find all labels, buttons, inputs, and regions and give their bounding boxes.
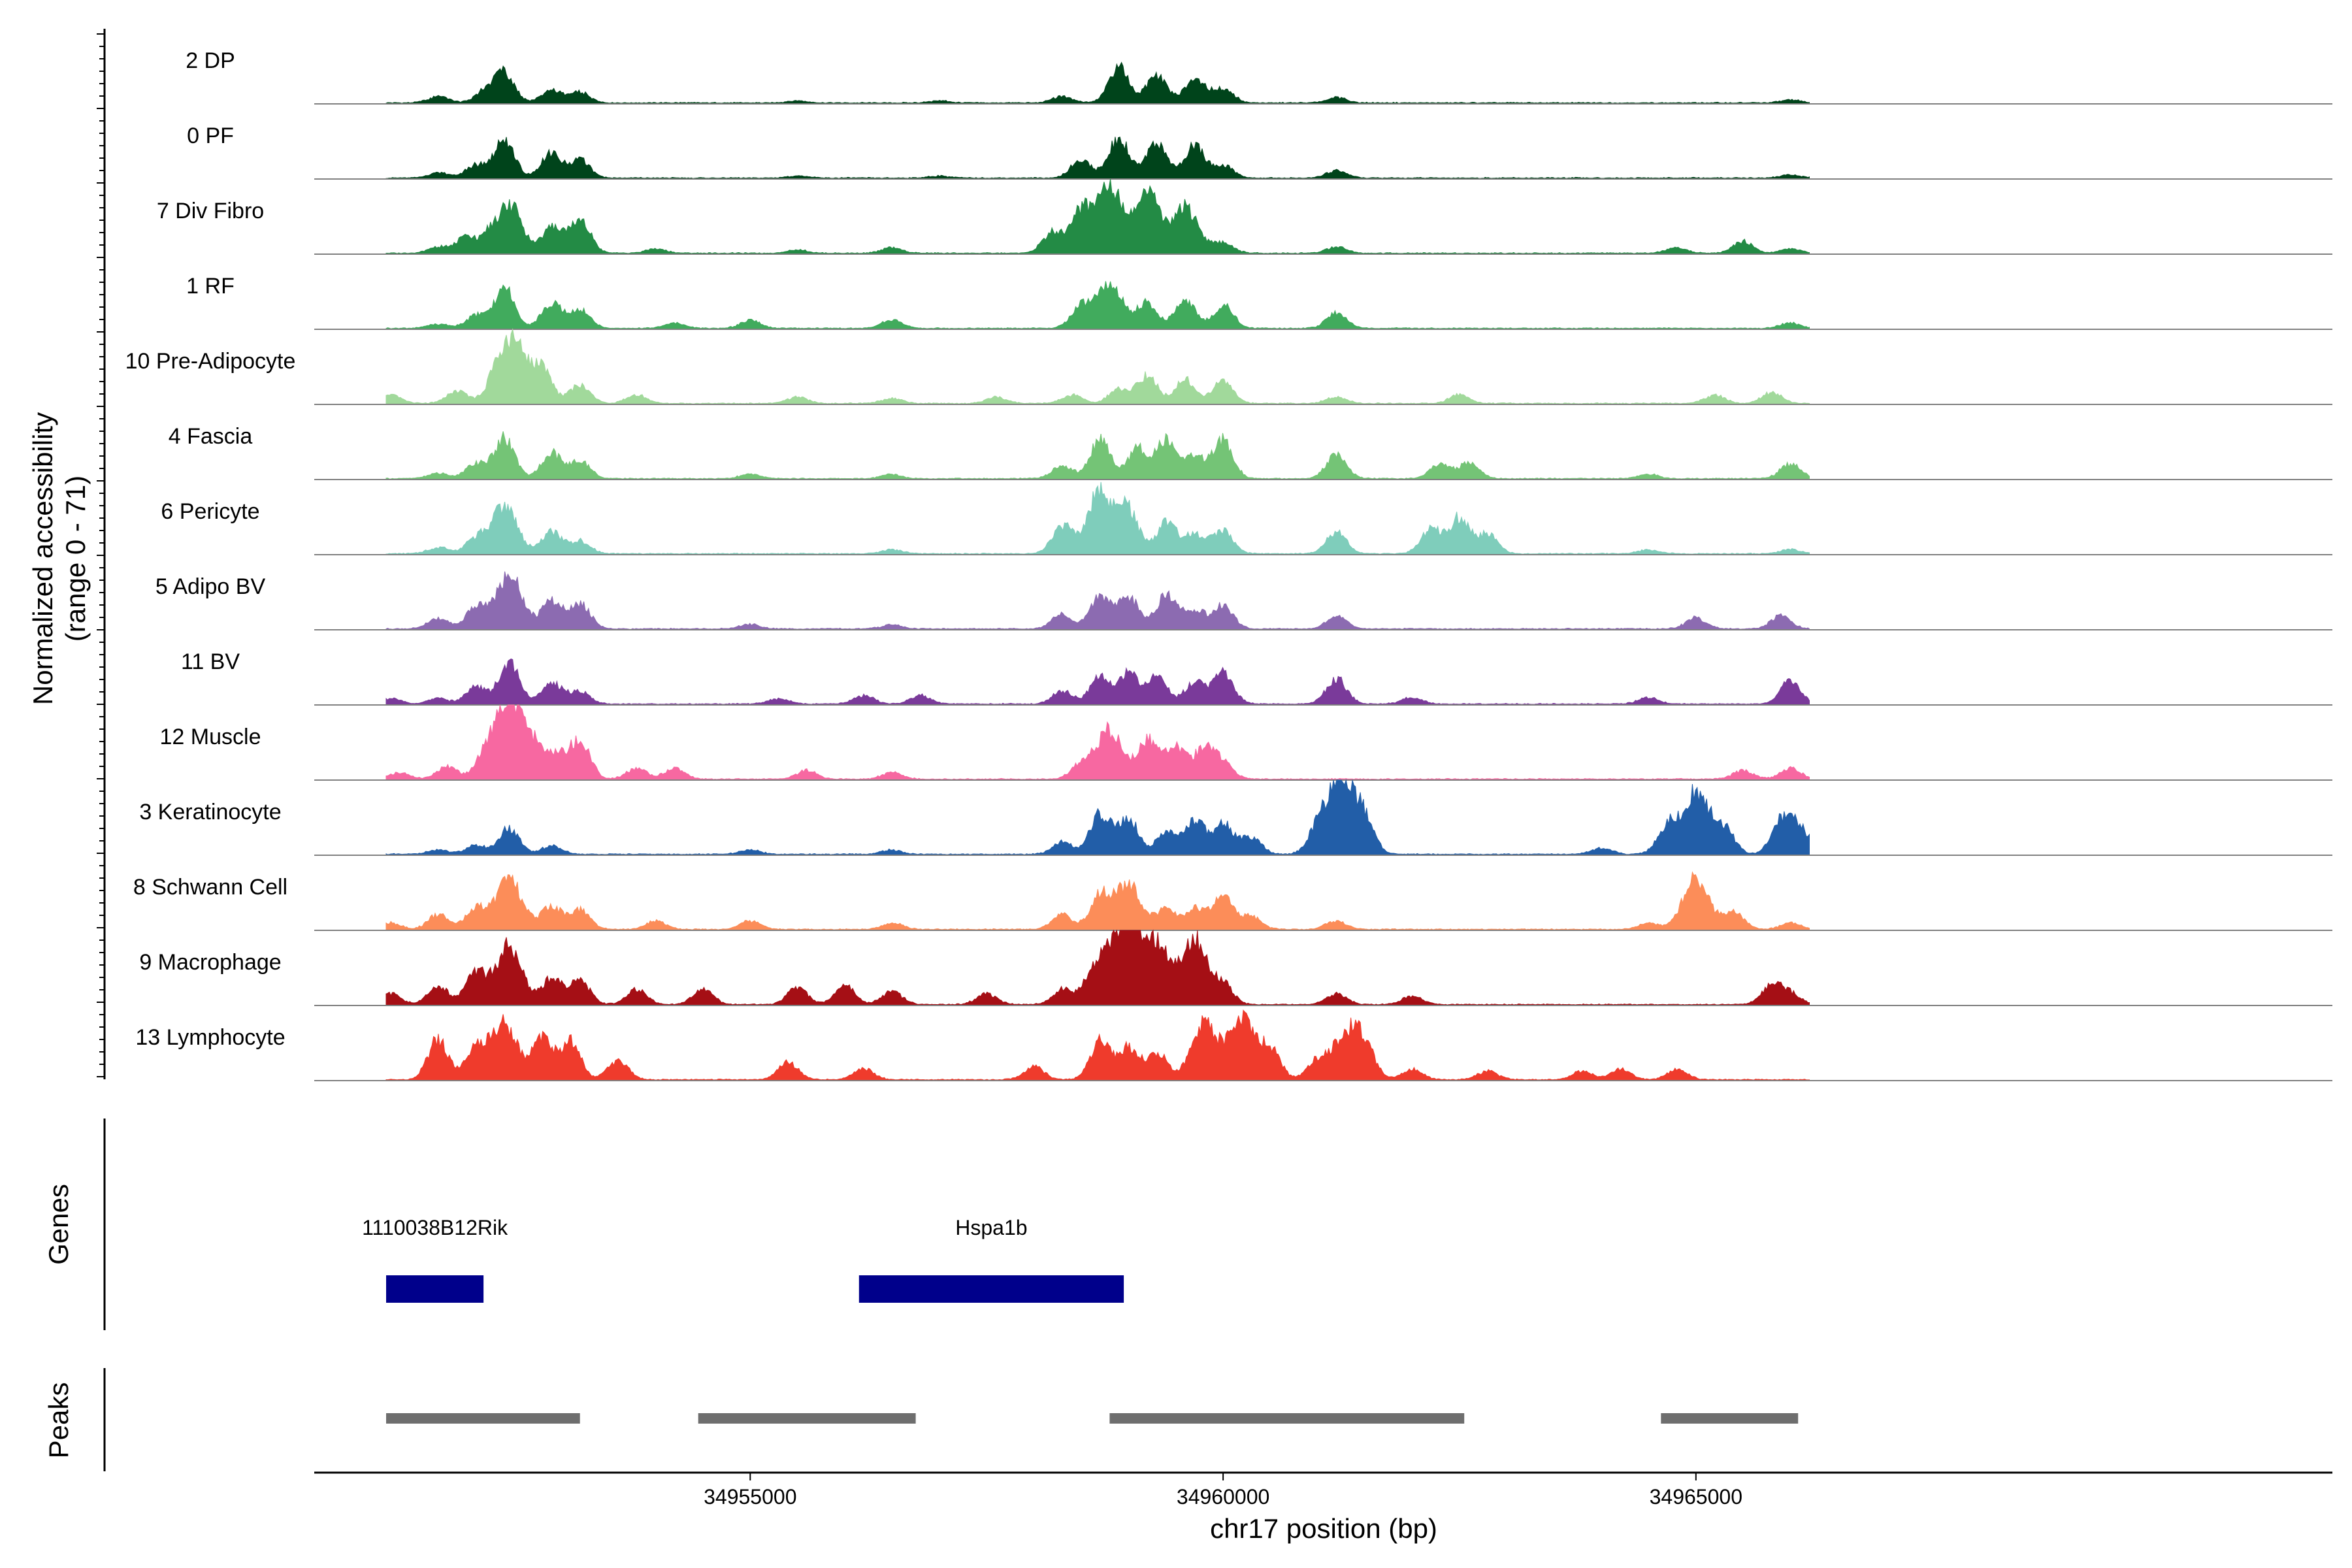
track-6: 4 Fascia (169, 424, 2332, 480)
track-2: 0 PF (187, 123, 2332, 180)
x-axis-ticks: 34955000 34960000 34965000 (704, 1473, 1742, 1509)
track-coverage-area (385, 658, 1810, 706)
track-3: 7 Div Fibro (157, 178, 2332, 255)
track-label: 9 Macrophage (139, 950, 281, 975)
track-label: 13 Lymphocyte (135, 1025, 285, 1050)
genes-track-label: Genes (43, 1184, 74, 1265)
track-label: 1 RF (186, 274, 235, 299)
track-9: 11 BV (181, 649, 2332, 706)
track-14: 13 Lymphocyte (135, 1009, 2332, 1081)
track-label: 0 PF (187, 123, 234, 148)
track-4: 1 RF (186, 274, 2332, 330)
track-13: 9 Macrophage (139, 929, 2332, 1006)
track-label: 5 Adipo BV (155, 574, 266, 599)
track-label: 4 Fascia (169, 424, 253, 449)
peak-region-bar (1109, 1413, 1465, 1424)
track-coverage-area (385, 779, 1810, 856)
track-coverage-area (385, 571, 1810, 630)
gene-body (858, 1275, 1124, 1303)
gene-2: Hspa1b (858, 1216, 1124, 1303)
peak-region-bar (1661, 1413, 1799, 1424)
track-coverage-area (385, 178, 1810, 255)
track-label: 8 Schwann Cell (133, 875, 287, 900)
track-label: 2 DP (186, 48, 235, 73)
peak-region-bar (386, 1413, 580, 1424)
y-axis-title-line2: (range 0 - 71) (60, 476, 91, 642)
gene-annotations: 1110038B12Rik Hspa1b (362, 1216, 1124, 1303)
track-label: 7 Div Fibro (157, 199, 264, 223)
track-7: 6 Pericyte (161, 482, 2332, 555)
peak-region-bar (698, 1413, 916, 1424)
track-coverage-area (385, 61, 1810, 105)
track-10: 12 Muscle (160, 704, 2332, 781)
track-label: 3 Keratinocyte (139, 800, 281, 825)
track-label: 11 BV (181, 649, 240, 674)
y-axis-title-line1: Normalized accessibility (27, 412, 58, 705)
track-coverage-area (385, 482, 1810, 555)
track-coverage-area (385, 137, 1810, 180)
track-8: 5 Adipo BV (155, 571, 2332, 630)
gene-1: 1110038B12Rik (362, 1216, 508, 1303)
track-coverage-area (385, 871, 1810, 931)
track-1: 2 DP (186, 48, 2332, 105)
track-coverage-area (385, 929, 1810, 1006)
track-coverage-area (385, 328, 1810, 405)
track-11: 3 Keratinocyte (139, 779, 2332, 856)
x-axis-title: chr17 position (bp) (1210, 1513, 1437, 1544)
track-12: 8 Schwann Cell (133, 871, 2332, 931)
gene-body (386, 1275, 484, 1303)
gene-label: Hspa1b (955, 1216, 1027, 1239)
peak-regions (386, 1413, 1799, 1424)
track-label: 10 Pre-Adipocyte (125, 349, 296, 374)
y-axis-title: Normalized accessibility (range 0 - 71) (27, 412, 91, 705)
coverage-tracks: 2 DP 0 PF 7 Div Fibro 1 RF 10 Pre-Adipocyte 4… (125, 48, 2332, 1081)
track-label: 12 Muscle (160, 725, 261, 749)
track-label: 6 Pericyte (161, 499, 259, 524)
peaks-track-label: Peaks (43, 1382, 74, 1459)
x-tick-label: 34955000 (704, 1485, 796, 1509)
x-tick-label: 34960000 (1177, 1485, 1269, 1509)
track-5: 10 Pre-Adipocyte (125, 328, 2332, 405)
track-coverage-area (385, 1009, 1810, 1081)
track-coverage-area (385, 704, 1810, 781)
track-coverage-area (385, 281, 1810, 330)
x-tick-label: 34965000 (1650, 1485, 1742, 1509)
gene-label: 1110038B12Rik (362, 1216, 508, 1239)
coverage-y-axis-ticks (97, 33, 105, 1077)
track-coverage-area (385, 431, 1810, 480)
